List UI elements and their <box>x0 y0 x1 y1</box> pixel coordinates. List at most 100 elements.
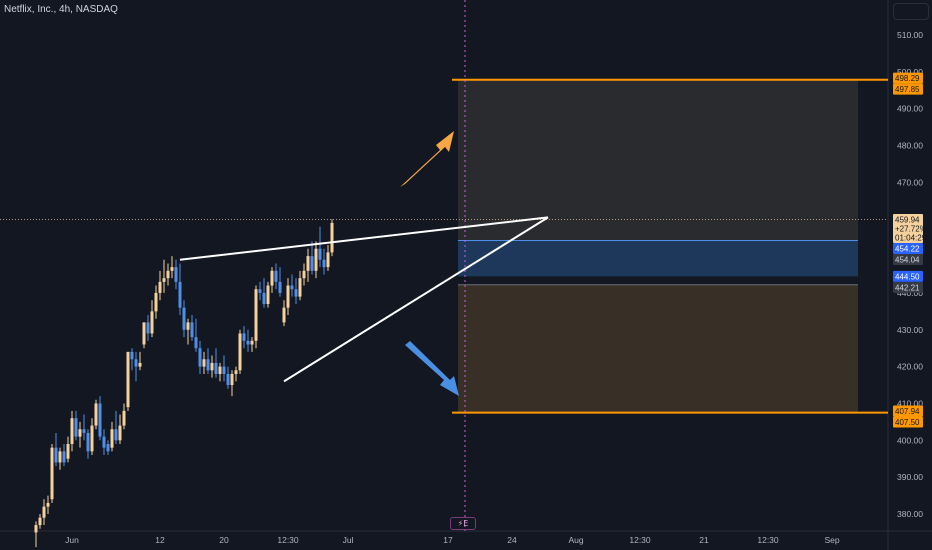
candle-body[interactable] <box>198 348 202 367</box>
price-axis-label-text: 454.22 <box>895 244 920 253</box>
candle-body[interactable] <box>218 366 222 374</box>
candle-body[interactable] <box>322 259 326 268</box>
down-arrow-icon[interactable] <box>405 341 459 396</box>
candle-body[interactable] <box>142 322 146 345</box>
candle-body[interactable] <box>138 362 142 367</box>
candle-body[interactable] <box>206 359 210 371</box>
candle-body[interactable] <box>130 351 134 360</box>
price-tick-label: 470.00 <box>897 177 923 187</box>
candle-body[interactable] <box>238 333 242 371</box>
time-tick-label: Jun <box>65 535 79 545</box>
candle-body[interactable] <box>314 248 318 271</box>
candle-body[interactable] <box>290 285 294 290</box>
toolbar-button[interactable] <box>893 3 929 20</box>
candle-body[interactable] <box>94 403 98 426</box>
price-axis-label-text: 498.29 <box>895 74 920 83</box>
candle-body[interactable] <box>270 270 274 286</box>
price-axis-label[interactable] <box>893 72 923 84</box>
candle-body[interactable] <box>74 418 78 437</box>
candle-body[interactable] <box>122 410 126 426</box>
candle-body[interactable] <box>266 285 270 304</box>
candle-body[interactable] <box>162 278 166 282</box>
candle-body[interactable] <box>134 359 138 367</box>
candle-body[interactable] <box>190 322 194 338</box>
time-tick-label: 21 <box>699 535 709 545</box>
price-axis-label[interactable] <box>893 83 923 95</box>
candle-body[interactable] <box>126 351 130 408</box>
candle-body[interactable] <box>286 285 290 308</box>
candle-body[interactable] <box>166 270 170 279</box>
candle-body[interactable] <box>274 270 278 282</box>
candle-body[interactable] <box>258 289 262 293</box>
candle-body[interactable] <box>46 502 50 507</box>
chart-title: Netflix, Inc., 4h, NASDAQ <box>4 4 118 15</box>
candle-body[interactable] <box>246 340 250 345</box>
candle-body[interactable] <box>50 447 54 500</box>
candle-body[interactable] <box>250 340 254 345</box>
earnings-badge[interactable]: ⚡E <box>450 517 476 530</box>
candle-body[interactable] <box>78 429 82 437</box>
price-axis-label[interactable] <box>893 416 923 428</box>
candle-body[interactable] <box>242 333 246 341</box>
price-axis-label[interactable] <box>893 405 923 417</box>
candle-body[interactable] <box>86 432 90 452</box>
candle-body[interactable] <box>278 281 282 293</box>
candle-body[interactable] <box>146 322 150 334</box>
candle-body[interactable] <box>330 222 334 253</box>
up-arrow-icon[interactable] <box>400 131 454 187</box>
price-axis-label[interactable] <box>893 270 923 282</box>
candle-body[interactable] <box>222 366 226 374</box>
price-axis-label[interactable] <box>893 281 923 293</box>
candle-body[interactable] <box>226 373 230 386</box>
candle-body[interactable] <box>106 443 110 452</box>
candle-body[interactable] <box>254 289 258 341</box>
candle-body[interactable] <box>82 429 86 433</box>
candle-body[interactable] <box>62 451 66 463</box>
candle-body[interactable] <box>302 270 306 279</box>
candle-body[interactable] <box>294 289 298 297</box>
price-axis-label[interactable] <box>893 253 923 265</box>
candle-body[interactable] <box>114 429 118 441</box>
candle-body[interactable] <box>150 311 154 334</box>
candle-body[interactable] <box>182 307 186 330</box>
candle-body[interactable] <box>306 256 310 271</box>
candle-body[interactable] <box>42 506 46 518</box>
candle-body[interactable] <box>54 447 58 463</box>
candle-body[interactable] <box>234 370 238 374</box>
candle-body[interactable] <box>110 429 114 448</box>
candle-body[interactable] <box>58 451 62 463</box>
candle-body[interactable] <box>34 525 38 533</box>
price-axis-label[interactable] <box>893 242 923 254</box>
candle-body[interactable] <box>154 292 158 312</box>
candle-body[interactable] <box>66 443 70 459</box>
lower-trendline[interactable] <box>283 216 549 383</box>
candle-body[interactable] <box>194 337 198 349</box>
price-tick-label: 390.00 <box>897 472 923 482</box>
upper-trendline[interactable] <box>179 216 549 261</box>
candle-body[interactable] <box>326 252 330 268</box>
candle-body[interactable] <box>178 281 182 308</box>
candle-body[interactable] <box>102 436 106 448</box>
candle-body[interactable] <box>318 248 322 260</box>
candle-body[interactable] <box>158 281 162 293</box>
candle-body[interactable] <box>202 359 206 367</box>
candle-body[interactable] <box>262 292 266 304</box>
candle-body[interactable] <box>90 425 94 452</box>
candle-body[interactable] <box>170 267 174 271</box>
time-tick-label: 20 <box>219 535 229 545</box>
candle-body[interactable] <box>70 418 74 444</box>
candle-body[interactable] <box>98 403 102 437</box>
candle-body[interactable] <box>310 256 314 271</box>
candle-body[interactable] <box>230 373 234 386</box>
candle-body[interactable] <box>174 267 178 282</box>
price-axis-label[interactable] <box>893 213 923 243</box>
candle-body[interactable] <box>214 362 218 374</box>
candle-body[interactable] <box>298 278 302 297</box>
candle-body[interactable] <box>186 322 190 330</box>
candle-body[interactable] <box>38 517 42 526</box>
candle-body[interactable] <box>210 362 214 371</box>
candle-body[interactable] <box>118 425 122 441</box>
candle-body[interactable] <box>282 307 286 323</box>
